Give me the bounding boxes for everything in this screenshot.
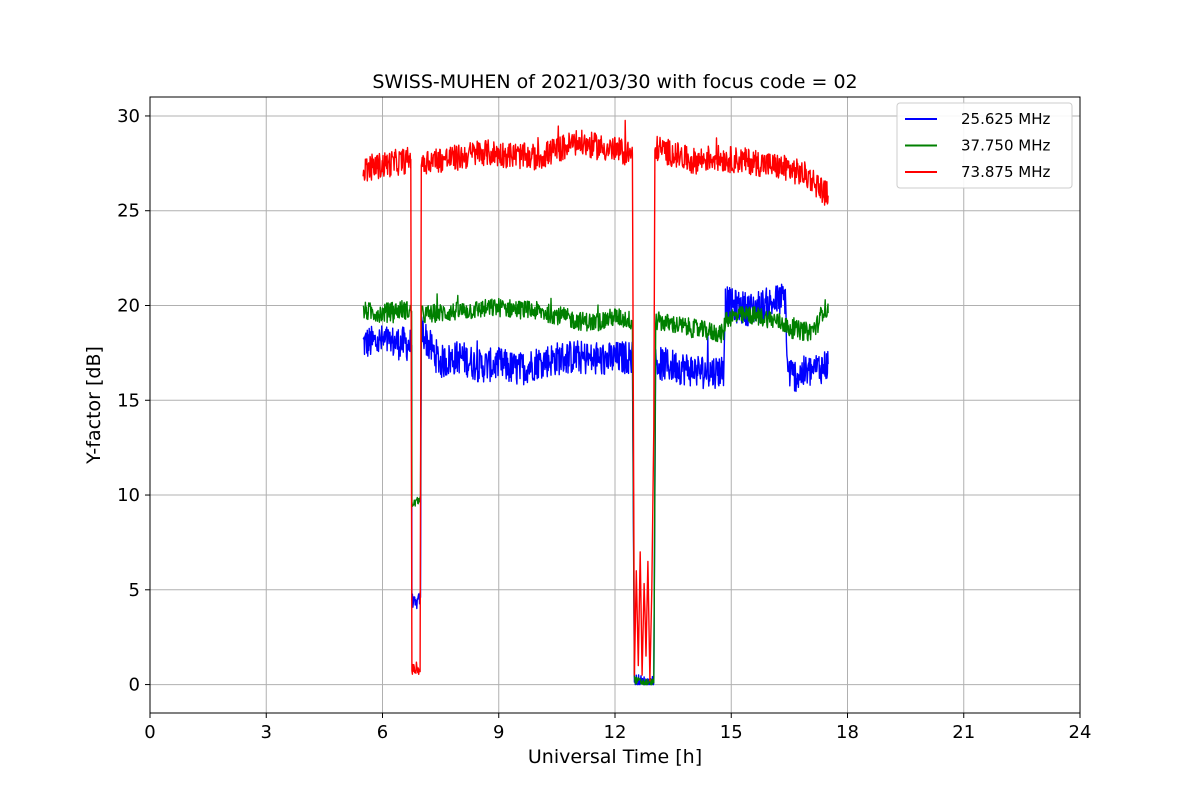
x-tick-label: 18 (836, 722, 859, 743)
x-tick-label: 12 (604, 722, 627, 743)
x-tick-label: 24 (1069, 722, 1092, 743)
legend: 25.625 MHz 37.750 MHz 73.875 MHz (896, 102, 1073, 189)
x-tick-label: 0 (144, 722, 155, 743)
y-tick-label: 0 (129, 675, 140, 696)
series-line (362, 293, 829, 686)
series-line (362, 283, 829, 686)
x-axis: 0 3 6 9 12 15 18 21 24 (144, 713, 1091, 743)
x-axis-label: Universal Time [h] (528, 746, 702, 768)
legend-entry: 37.750 MHz (961, 137, 1050, 155)
y-tick-label: 25 (117, 201, 140, 222)
legend-entry: 73.875 MHz (961, 163, 1050, 181)
chart-title: SWISS-MUHEN of 2021/03/30 with focus cod… (372, 71, 857, 93)
y-tick-label: 15 (117, 390, 140, 411)
y-tick-label: 30 (117, 106, 140, 127)
y-axis: 0 5 10 15 20 25 30 (117, 106, 150, 696)
series-line (362, 119, 829, 682)
y-tick-label: 10 (117, 485, 140, 506)
x-tick-label: 3 (261, 722, 272, 743)
legend-box (896, 102, 1073, 189)
x-tick-label: 21 (952, 722, 975, 743)
x-tick-label: 9 (493, 722, 504, 743)
y-tick-label: 5 (129, 580, 140, 601)
y-tick-label: 20 (117, 295, 140, 316)
y-axis-label: Y-factor [dB] (83, 346, 105, 465)
series-layer (362, 119, 829, 686)
legend-entry: 25.625 MHz (961, 110, 1050, 128)
x-tick-label: 15 (720, 722, 743, 743)
x-tick-label: 6 (377, 722, 388, 743)
